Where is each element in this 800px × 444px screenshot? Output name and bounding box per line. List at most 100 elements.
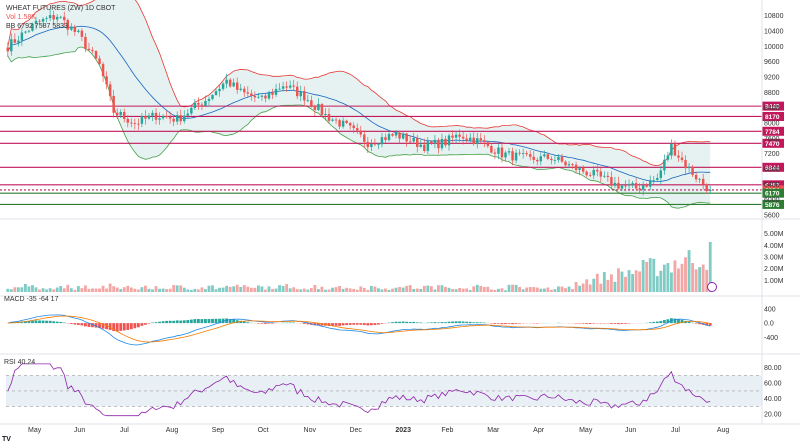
candle-body xyxy=(479,138,483,141)
macd-histogram-bar xyxy=(426,322,430,324)
macd-histogram-bar xyxy=(306,323,310,325)
candle-body xyxy=(416,137,419,147)
volume-bar xyxy=(256,285,260,292)
candle-body xyxy=(370,143,373,148)
macd-histogram-bar xyxy=(355,323,359,325)
macd-histogram-bar xyxy=(225,318,229,324)
volume-bar xyxy=(708,241,712,292)
volume-bar xyxy=(341,288,345,292)
volume-bar xyxy=(98,288,101,292)
candle-body xyxy=(126,118,130,123)
volume-bar xyxy=(645,261,649,292)
candle-body xyxy=(197,102,200,105)
candle-body xyxy=(63,16,66,21)
signal-line xyxy=(7,315,711,343)
macd-histogram-bar xyxy=(246,322,250,324)
candle-body xyxy=(461,136,465,139)
candle-body xyxy=(91,50,94,52)
candle-body xyxy=(299,91,302,97)
volume-bar xyxy=(401,287,405,292)
price-level-label-6170: 6170 xyxy=(765,191,780,198)
candle-body xyxy=(317,103,320,110)
volume-bar xyxy=(489,289,493,292)
candle-body xyxy=(708,189,712,192)
volume-bar xyxy=(34,287,38,292)
candle-body xyxy=(154,112,158,120)
volume-bar xyxy=(158,288,161,292)
symbol-label: WHEAT FUTURES (ZW) 1D CBOT xyxy=(6,5,116,12)
macd-histogram-bar xyxy=(31,320,34,324)
volume-bar xyxy=(560,286,564,292)
candle-body xyxy=(670,143,673,156)
price-level-tag-8170 xyxy=(762,111,784,121)
volume-bar xyxy=(631,273,634,292)
volume-bar xyxy=(274,288,278,292)
candle-body xyxy=(567,164,571,166)
candle-body xyxy=(338,120,341,127)
volume-bar xyxy=(391,288,394,292)
macd-histogram-bar xyxy=(588,323,592,325)
candle-body xyxy=(292,85,295,87)
volume-bar xyxy=(253,287,257,292)
macd-histogram-bar xyxy=(705,323,709,326)
macd-histogram-bar xyxy=(468,321,472,324)
volume-bar xyxy=(76,286,80,292)
price-pane[interactable]: 844081707784747068446387625461705876 xyxy=(0,0,784,209)
macd-histogram-bar xyxy=(59,321,63,324)
macd-histogram-bar xyxy=(444,322,447,324)
volume-bar xyxy=(105,288,109,292)
candle-body xyxy=(617,182,620,189)
candle-body xyxy=(412,137,415,142)
candle-body xyxy=(684,159,687,169)
volume-bar xyxy=(249,287,253,292)
macd-histogram-bar xyxy=(624,323,627,324)
candle-body xyxy=(306,100,310,102)
volume-bar xyxy=(133,288,137,292)
volume-bar xyxy=(384,288,387,292)
candle-body xyxy=(84,36,87,49)
time-tick-2: Jul xyxy=(120,427,129,434)
price-level-tag-6170 xyxy=(762,188,784,198)
candle-body xyxy=(348,123,352,126)
volume-bar xyxy=(673,260,677,292)
candle-body xyxy=(52,15,55,20)
bollinger-lower-line xyxy=(7,46,711,209)
macd-histogram-bar xyxy=(518,323,522,324)
macd-histogram-bar xyxy=(482,322,486,324)
candle-body xyxy=(218,88,221,92)
macd-histogram-bar xyxy=(151,322,154,324)
volume-bar xyxy=(101,285,105,292)
macd-histogram-bar xyxy=(260,323,264,324)
macd-histogram-bar xyxy=(228,319,232,324)
time-tick-0: May xyxy=(28,427,42,434)
time-tick-8: 2023 xyxy=(395,427,411,434)
candle-body xyxy=(105,76,108,85)
macd-histogram-bar xyxy=(182,320,186,324)
macd-histogram-bar xyxy=(288,322,292,324)
volume-bar xyxy=(6,288,10,292)
candle-body xyxy=(45,18,48,19)
volume-bar xyxy=(419,288,423,292)
volume-bar xyxy=(677,268,680,292)
candle-body xyxy=(48,15,52,19)
volume-bar xyxy=(422,285,426,292)
volume-bar xyxy=(285,284,289,292)
volume-bar xyxy=(564,288,567,292)
candle-body xyxy=(493,152,497,154)
volume-bar xyxy=(521,289,525,292)
candle-body xyxy=(257,96,260,98)
volume-bar xyxy=(557,286,560,292)
volume-bar xyxy=(504,290,507,292)
candle-body xyxy=(281,86,285,89)
volume-bar xyxy=(144,285,147,292)
candle-body xyxy=(521,153,525,154)
candle-body xyxy=(430,141,433,144)
macd-histogram-bar xyxy=(316,323,320,326)
price-level-label-7470: 7470 xyxy=(765,141,780,148)
volume-bar xyxy=(20,287,24,292)
volume-bar xyxy=(525,287,529,292)
volume-bar xyxy=(331,287,334,292)
rsi-tick-80.00: 80.00 xyxy=(764,365,782,372)
candle-body xyxy=(38,20,41,22)
